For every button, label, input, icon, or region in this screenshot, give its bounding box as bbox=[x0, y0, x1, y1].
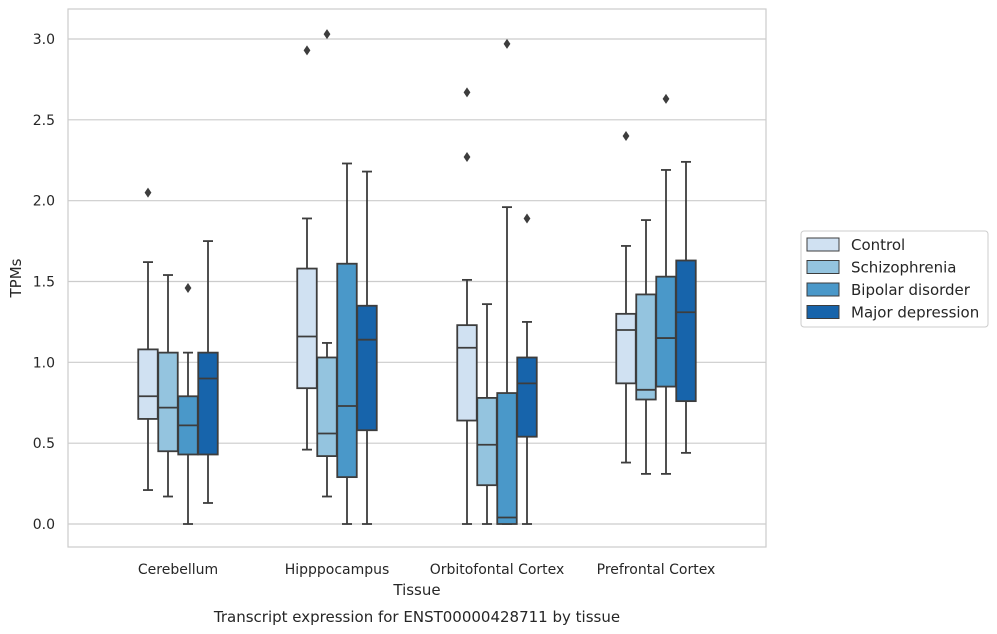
outlier-point bbox=[622, 131, 630, 141]
box-body bbox=[157, 351, 179, 453]
outlier-point bbox=[503, 38, 511, 49]
box-body bbox=[456, 324, 478, 422]
box-schizophrenia bbox=[157, 274, 179, 498]
y-tick-label: 2.5 bbox=[33, 113, 55, 129]
box-major-depression bbox=[516, 213, 538, 525]
box-body bbox=[496, 392, 518, 525]
box-groups bbox=[137, 29, 697, 525]
box-major-depression bbox=[197, 240, 219, 504]
box-major-depression bbox=[356, 170, 378, 525]
box-body bbox=[615, 312, 637, 385]
x-tick-label: Cerebellum bbox=[138, 562, 218, 578]
outlier-point bbox=[303, 45, 311, 56]
box-control bbox=[615, 131, 637, 464]
legend-label: Bipolar disorder bbox=[851, 281, 971, 299]
legend-swatch bbox=[806, 282, 840, 297]
y-axis-label: TPMs bbox=[7, 258, 25, 298]
y-tick-label: 1.5 bbox=[33, 275, 55, 291]
legend: Control Schizophrenia Bipolar disorder Majo… bbox=[800, 230, 989, 328]
outlier-point bbox=[184, 282, 192, 293]
box-body bbox=[316, 356, 338, 458]
x-tick-label: Orbitofontal Cortex bbox=[430, 562, 565, 578]
y-tick-label: 0.5 bbox=[33, 436, 55, 452]
box-bipolar-disorder bbox=[496, 38, 518, 525]
box-control bbox=[296, 45, 318, 451]
box-body bbox=[197, 351, 219, 456]
outlier-point bbox=[523, 213, 531, 224]
x-tick-label: Hipppocampus bbox=[285, 562, 390, 578]
outlier-point bbox=[662, 93, 670, 104]
legend-swatch bbox=[806, 260, 840, 274]
legend-label: Schizophrenia bbox=[851, 259, 956, 277]
y-tick-label: 0.0 bbox=[33, 517, 55, 533]
box-bipolar-disorder bbox=[336, 162, 358, 525]
box-major-depression bbox=[675, 160, 697, 454]
legend-frame bbox=[800, 230, 989, 328]
outlier-point bbox=[323, 29, 331, 40]
box-control bbox=[137, 187, 159, 491]
legend-swatch bbox=[806, 237, 840, 252]
box-body bbox=[336, 262, 358, 479]
x-axis-ticks: Cerebellum Hipppocampus Orbitofontal Corte… bbox=[138, 562, 715, 578]
box-body bbox=[356, 304, 378, 432]
box-body bbox=[675, 259, 697, 403]
y-tick-label: 3.0 bbox=[33, 32, 55, 48]
y-tick-label: 1.0 bbox=[33, 355, 55, 371]
box-body bbox=[516, 356, 538, 438]
x-tick-label: Prefrontal Cortex bbox=[597, 562, 716, 578]
box-body bbox=[296, 267, 318, 390]
box-bipolar-disorder bbox=[655, 93, 677, 475]
plot-frame bbox=[67, 8, 767, 548]
y-axis-ticks: 0.0 0.5 1.0 1.5 2.0 2.5 3.0 bbox=[33, 32, 55, 533]
box-body bbox=[476, 396, 498, 487]
box-body bbox=[137, 348, 159, 420]
box-control bbox=[456, 87, 478, 525]
outlier-point bbox=[463, 152, 471, 163]
outlier-point bbox=[144, 187, 152, 198]
box-body bbox=[655, 275, 677, 388]
box-schizophrenia bbox=[316, 29, 338, 498]
x-axis-label: Tissue bbox=[392, 581, 440, 599]
legend-swatch bbox=[806, 305, 840, 319]
box-schizophrenia bbox=[476, 303, 498, 525]
box-body bbox=[635, 293, 657, 401]
box-bipolar-disorder bbox=[177, 282, 199, 525]
outlier-point bbox=[463, 87, 471, 98]
legend-label: Major depression bbox=[851, 304, 979, 322]
legend-label: Control bbox=[851, 236, 905, 254]
box-schizophrenia bbox=[635, 219, 657, 475]
chart-caption: Transcript expression for ENST0000042871… bbox=[213, 608, 620, 626]
y-tick-label: 2.0 bbox=[33, 194, 55, 210]
